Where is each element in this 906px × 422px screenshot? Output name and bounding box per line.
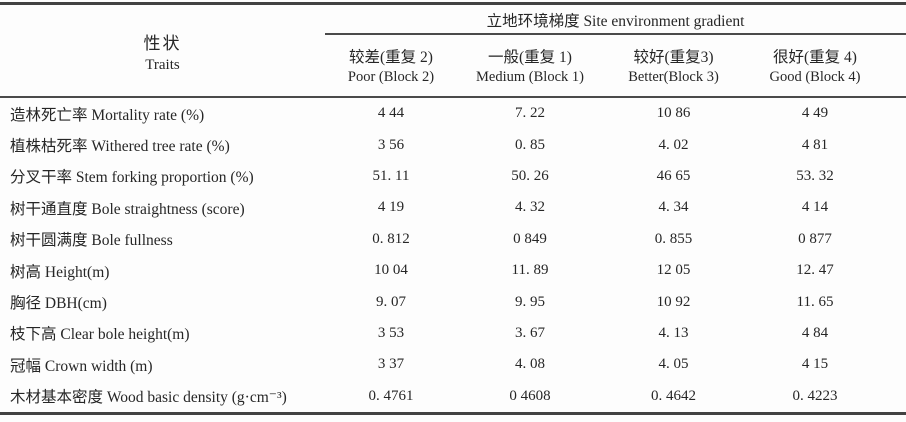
- value-cell: 12. 47: [796, 262, 834, 279]
- value-cell: 53. 32: [796, 167, 834, 184]
- table-row-dbh: 胸径 DBH(cm) 9. 07 9. 95 10 92 11. 65: [0, 286, 906, 317]
- table-row-bole-straightness: 树干通直度 Bole straightness (score) 4 19 4. …: [0, 192, 906, 223]
- subheader-good: 很好(重复 4) Good (Block 4): [744, 35, 906, 96]
- value-cell: 51. 11: [372, 167, 410, 184]
- value-cell: 0. 85: [515, 136, 545, 153]
- value-cell: 50. 26: [511, 167, 549, 184]
- traits-header-zh: 性状: [143, 33, 182, 53]
- trait-label: 胸径 DBH(cm): [10, 295, 107, 313]
- table-top-rule: [0, 2, 906, 5]
- table-body: 造林死亡率 Mortality rate (%) 4 44 7. 22 10 8…: [0, 98, 906, 412]
- value-cell: 11. 65: [796, 293, 834, 310]
- value-cell: 4 14: [801, 199, 829, 216]
- table-row-wood-basic-density: 木材基本密度 Wood basic density (g·cm⁻³) 0. 47…: [0, 381, 906, 412]
- table-row-crown-width: 冠幅 Crown width (m) 3 37 4. 08 4. 05 4 15: [0, 349, 906, 380]
- header-bottom-rule: [0, 96, 906, 98]
- traits-header-en: Traits: [145, 56, 180, 73]
- value-cell: 3 37: [377, 356, 405, 373]
- value-cell: 10 92: [656, 293, 691, 310]
- value-cell: 0. 4223: [792, 387, 838, 404]
- value-cell: 4 15: [801, 356, 829, 373]
- value-cell: 0. 855: [654, 230, 693, 247]
- table-bottom-rule: [0, 412, 906, 415]
- value-cell: 4 19: [377, 199, 405, 216]
- trait-label: 分叉干率 Stem forking proportion (%): [10, 169, 254, 187]
- value-cell: 46 65: [656, 167, 691, 184]
- trait-label: 冠幅 Crown width (m): [10, 357, 153, 375]
- value-cell: 4. 32: [515, 199, 545, 216]
- trait-label: 树干圆满度 Bole fullness: [10, 232, 173, 250]
- value-cell: 0 4608: [509, 387, 551, 404]
- value-cell: 12 05: [656, 262, 691, 279]
- value-cell: 4. 08: [515, 356, 545, 373]
- traits-header-cell: 性状 Traits: [0, 6, 325, 96]
- trait-label: 枝下高 Clear bole height(m): [10, 326, 190, 344]
- subheader-good-en: Good (Block 4): [769, 69, 861, 85]
- trait-label: 木材基本密度 Wood basic density (g·cm⁻³): [10, 389, 287, 407]
- value-cell: 4. 02: [658, 136, 689, 153]
- value-cell: 4. 13: [658, 324, 689, 341]
- value-cell: 9. 07: [376, 293, 406, 310]
- table-row-height: 树高 Height(m) 10 04 11. 89 12 05 12. 47: [0, 255, 906, 286]
- value-cell: 4. 34: [658, 199, 689, 216]
- trait-label: 造林死亡率 Mortality rate (%): [10, 106, 205, 124]
- subheader-poor-en: Poor (Block 2): [347, 69, 435, 85]
- subheader-better-en: Better(Block 3): [628, 69, 719, 85]
- subheader-medium-en: Medium (Block 1): [476, 69, 584, 85]
- table-row-stem-forking: 分叉干率 Stem forking proportion (%) 51. 11 …: [0, 161, 906, 192]
- gradient-header-title: 立地环境梯度 Site environment gradient: [486, 12, 745, 30]
- value-cell: 0 877: [798, 230, 832, 247]
- subheader-good-zh: 很好(重复 4): [773, 49, 857, 66]
- trait-label: 树干通直度 Bole straightness (score): [10, 200, 245, 218]
- value-cell: 0. 812: [372, 230, 410, 247]
- value-cell: 4 44: [377, 105, 405, 122]
- subheader-better: 较好(重复3) Better(Block 3): [603, 35, 744, 96]
- value-cell: 10 86: [656, 105, 691, 122]
- value-cell: 3. 67: [515, 324, 545, 341]
- table-row-withered-tree-rate: 植株枯死率 Withered tree rate (%) 3 56 0. 85 …: [0, 129, 906, 160]
- value-cell: 9. 95: [515, 293, 545, 310]
- value-cell: 4 49: [801, 105, 829, 122]
- subheader-better-zh: 较好(重复3): [633, 49, 714, 66]
- value-cell: 0 849: [513, 230, 547, 247]
- trait-label: 树高 Height(m): [10, 263, 110, 281]
- value-cell: 3 53: [377, 324, 405, 341]
- trait-label: 植株枯死率 Withered tree rate (%): [10, 138, 230, 156]
- gradient-spanner-rule: [325, 33, 906, 35]
- value-cell: 0. 4642: [651, 387, 696, 404]
- site-gradient-subheaders: 较差(重复 2) Poor (Block 2) 一般(重复 1) Medium …: [325, 35, 906, 96]
- subheader-medium: 一般(重复 1) Medium (Block 1): [457, 35, 603, 96]
- value-cell: 4 84: [801, 324, 829, 341]
- value-cell: 0. 4761: [368, 387, 414, 404]
- subheader-medium-zh: 一般(重复 1): [488, 49, 572, 66]
- subheader-poor: 较差(重复 2) Poor (Block 2): [325, 35, 457, 96]
- subheader-poor-zh: 较差(重复 2): [349, 49, 433, 66]
- table-row-bole-fullness: 树干圆满度 Bole fullness 0. 812 0 849 0. 855 …: [0, 224, 906, 255]
- value-cell: 3 56: [377, 136, 405, 153]
- value-cell: 7. 22: [515, 105, 545, 122]
- table-row-mortality-rate: 造林死亡率 Mortality rate (%) 4 44 7. 22 10 8…: [0, 98, 906, 129]
- value-cell: 4 81: [801, 136, 829, 153]
- value-cell: 11. 89: [511, 262, 549, 279]
- table-row-clear-bole-height: 枝下高 Clear bole height(m) 3 53 3. 67 4. 1…: [0, 318, 906, 349]
- value-cell: 4. 05: [658, 356, 689, 373]
- value-cell: 10 04: [374, 262, 408, 279]
